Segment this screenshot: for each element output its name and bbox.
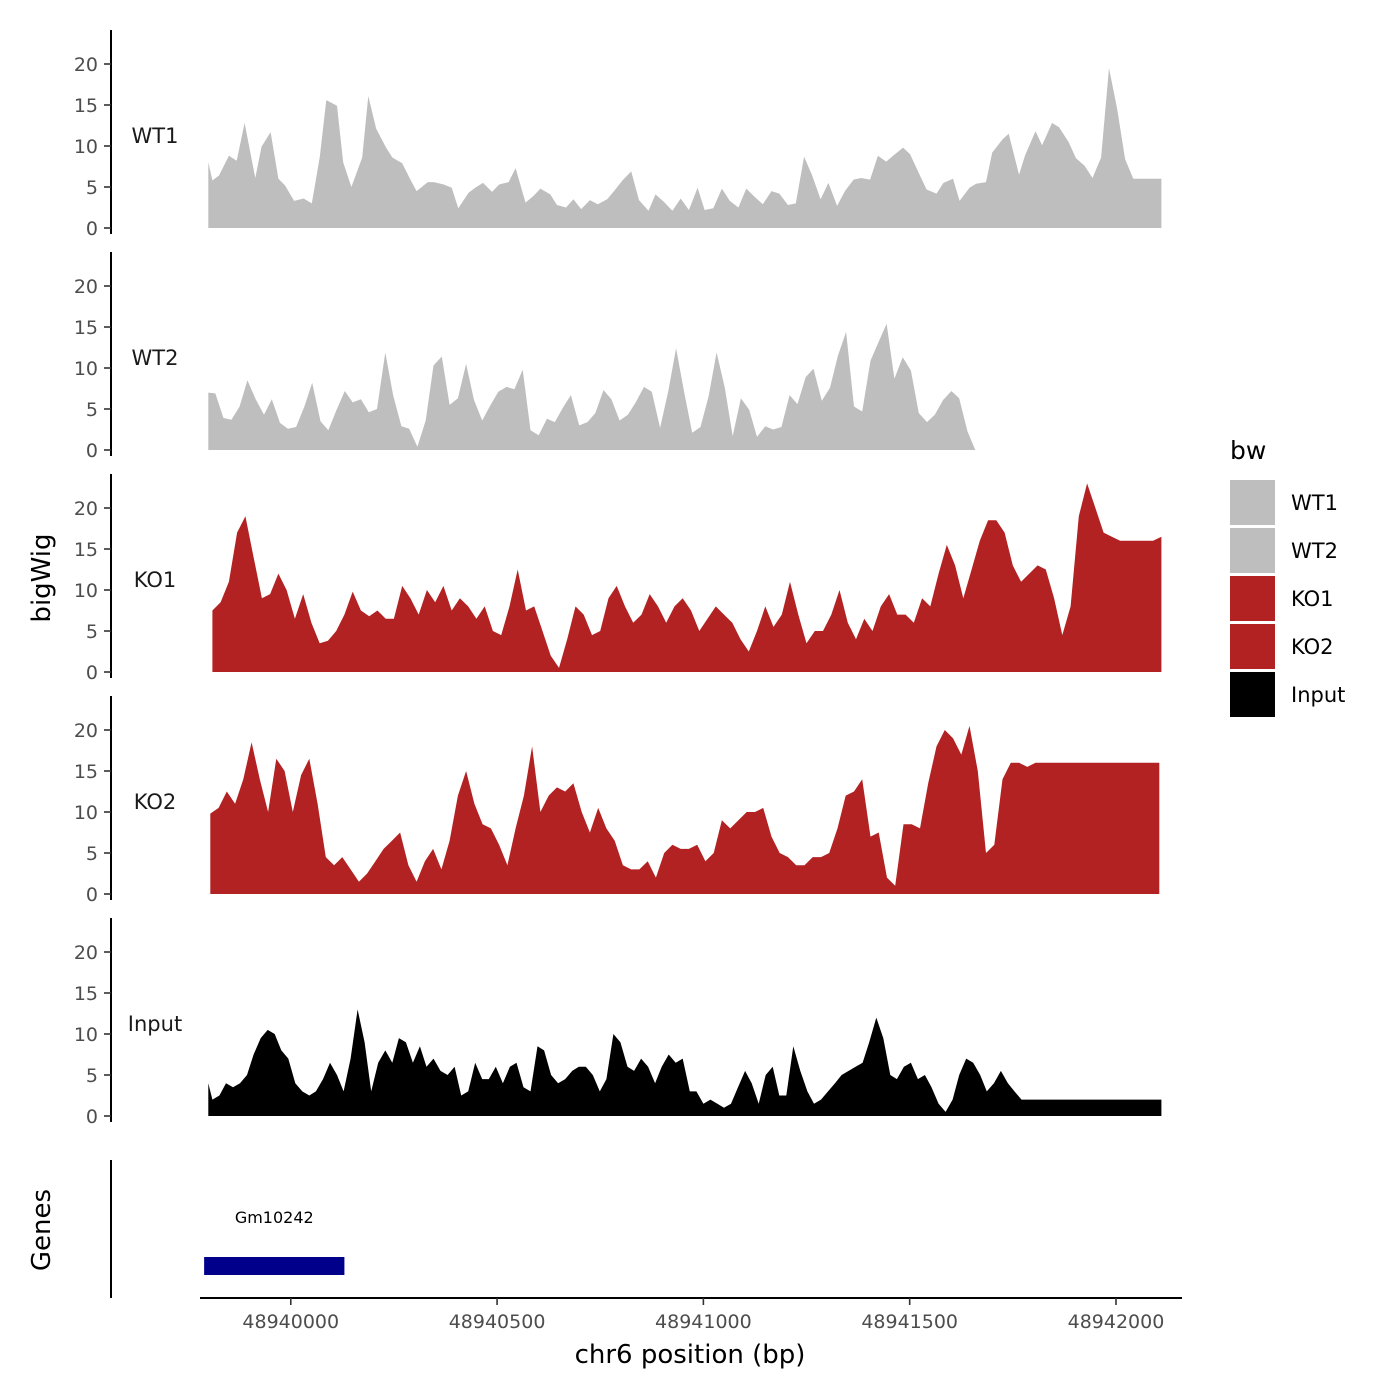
- y-tick-label: 10: [74, 136, 98, 158]
- y-tick-label: 20: [74, 498, 98, 520]
- legend-key-input: [1230, 672, 1275, 717]
- y-tick-label: 10: [74, 802, 98, 824]
- y-tick-label: 20: [74, 942, 98, 964]
- track-wt1: 0 5 10 15 20 WT1: [74, 30, 1162, 240]
- track-wt2: 0 5 10 15 20 WT2: [74, 252, 1162, 462]
- legend-key-wt2: [1230, 528, 1275, 573]
- coverage-area: [212, 483, 1162, 672]
- x-tick-label: 48942000: [1068, 1311, 1165, 1333]
- y-tick-label: 20: [74, 720, 98, 742]
- x-tick-label: 48941000: [655, 1311, 752, 1333]
- genes-panel: Genes Gm10242: [27, 1160, 345, 1298]
- y-tick-label: 15: [74, 95, 98, 117]
- y-tick-label: 10: [74, 580, 98, 602]
- legend-label: KO1: [1291, 587, 1334, 611]
- x-tick-label: 48940500: [449, 1311, 546, 1333]
- track-label: WT1: [132, 124, 179, 148]
- y-tick-label: 0: [86, 1106, 98, 1128]
- coverage-area: [208, 323, 1162, 450]
- coverage-area: [208, 1009, 1162, 1116]
- track-label: KO2: [134, 790, 177, 814]
- y-tick-label: 5: [86, 177, 98, 199]
- y-tick-label: 0: [86, 884, 98, 906]
- y-tick-label: 20: [74, 276, 98, 298]
- coverage-area: [210, 725, 1160, 894]
- coverage-tracks: 0 5 10 15 20 WT1 0 5 10 15 20 WT2 0 5 10 15 20 KO1 0 5 10 15 2…: [74, 30, 1162, 1128]
- y-tick-label: 20: [74, 54, 98, 76]
- legend-label: WT2: [1291, 539, 1338, 563]
- y-tick-label: 5: [86, 843, 98, 865]
- y-tick-label: 0: [86, 662, 98, 684]
- legend-label: Input: [1291, 683, 1345, 707]
- legend-key-wt1: [1230, 480, 1275, 525]
- legend: bw WT1 WT2 KO1 KO2 Input: [1230, 436, 1345, 717]
- legend-label: WT1: [1291, 491, 1338, 515]
- track-label: WT2: [132, 346, 179, 370]
- x-axis-title: chr6 position (bp): [575, 1340, 806, 1370]
- gene-label: Gm10242: [235, 1208, 314, 1227]
- track-label: KO1: [134, 568, 177, 592]
- genes-panel-title: Genes: [27, 1189, 57, 1271]
- track-ko2: 0 5 10 15 20 KO2: [74, 696, 1160, 906]
- y-tick-label: 10: [74, 1024, 98, 1046]
- y-axis-title: bigWig: [27, 533, 57, 622]
- y-tick-label: 0: [86, 218, 98, 240]
- y-tick-label: 5: [86, 1065, 98, 1087]
- y-tick-label: 15: [74, 317, 98, 339]
- legend-key-ko2: [1230, 624, 1275, 669]
- coverage-area: [208, 68, 1162, 228]
- y-tick-label: 15: [74, 761, 98, 783]
- y-tick-label: 15: [74, 983, 98, 1005]
- y-tick-label: 15: [74, 539, 98, 561]
- y-tick-label: 10: [74, 358, 98, 380]
- x-tick-label: 48940000: [242, 1311, 339, 1333]
- y-tick-label: 5: [86, 399, 98, 421]
- track-input: 0 5 10 15 20 Input: [74, 918, 1162, 1128]
- y-tick-label: 5: [86, 621, 98, 643]
- x-axis: 48940000 48940500 48941000 48941500 48942000…: [200, 1297, 1182, 1370]
- x-tick-label: 48941500: [861, 1311, 958, 1333]
- y-tick-label: 0: [86, 440, 98, 462]
- gene-body: [204, 1257, 345, 1275]
- track-label: Input: [128, 1012, 182, 1036]
- legend-label: KO2: [1291, 635, 1334, 659]
- track-ko1: 0 5 10 15 20 KO1: [74, 474, 1162, 684]
- legend-title: bw: [1230, 436, 1266, 465]
- legend-key-ko1: [1230, 576, 1275, 621]
